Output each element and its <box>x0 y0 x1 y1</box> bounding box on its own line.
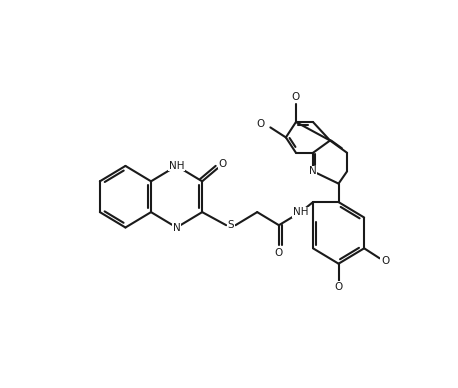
Text: O: O <box>292 92 300 102</box>
Text: O: O <box>334 282 343 292</box>
Text: O: O <box>381 256 389 266</box>
Text: S: S <box>228 220 234 230</box>
Text: O: O <box>218 159 226 169</box>
Text: N: N <box>309 166 317 176</box>
Text: N: N <box>173 222 180 232</box>
Text: O: O <box>256 119 264 128</box>
Text: NH: NH <box>169 161 185 171</box>
Text: O: O <box>275 248 283 258</box>
Text: NH: NH <box>293 207 308 217</box>
